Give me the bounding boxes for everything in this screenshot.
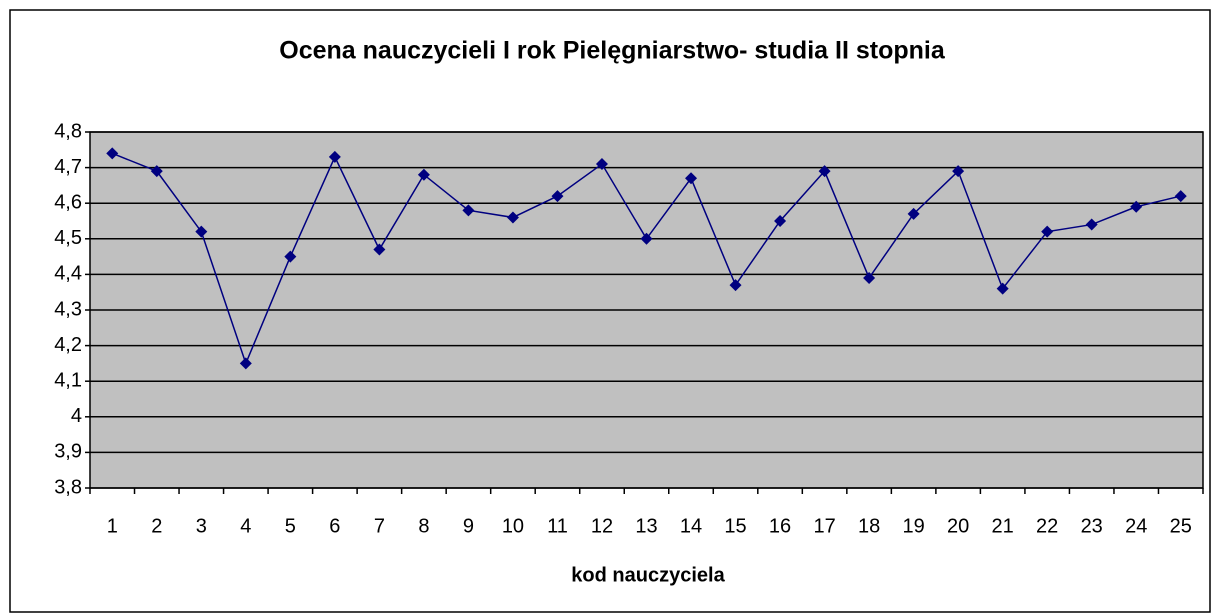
y-tick-label: 4,1 <box>54 369 82 391</box>
x-tick-label: 1 <box>107 515 118 537</box>
data-point <box>685 172 698 185</box>
x-tick-label: 13 <box>635 515 657 537</box>
x-tick-label: 21 <box>992 515 1014 537</box>
data-point <box>239 357 252 370</box>
x-tick-label: 14 <box>680 515 702 537</box>
y-tick-label: 4,5 <box>54 227 82 249</box>
data-point <box>774 215 787 227</box>
y-tick-label: 4,6 <box>54 191 82 213</box>
data-point <box>729 279 742 292</box>
x-tick-label: 10 <box>502 515 524 537</box>
y-tick-label: 4 <box>71 405 82 427</box>
y-tick-label: 4,3 <box>54 298 82 320</box>
data-point <box>373 243 386 256</box>
data-point <box>195 225 208 238</box>
x-tick-label: 8 <box>418 515 429 537</box>
data-point <box>551 190 564 203</box>
data-point <box>818 165 831 178</box>
data-point <box>1130 200 1143 213</box>
x-tick-label: 5 <box>285 515 296 537</box>
x-tick-label: 18 <box>858 515 880 537</box>
data-point <box>640 232 653 245</box>
data-point <box>863 271 876 284</box>
data-point <box>1041 225 1054 238</box>
y-tick-label: 4,4 <box>54 263 82 285</box>
x-tick-label: 12 <box>591 515 613 537</box>
x-tick-label: 3 <box>196 515 207 537</box>
data-point <box>996 282 1009 295</box>
x-tick-label: 22 <box>1036 515 1058 537</box>
x-axis-label: kod nauczyciela <box>571 564 725 586</box>
y-tick-label: 3,9 <box>54 441 82 463</box>
x-tick-label: 16 <box>769 515 791 537</box>
data-point <box>417 168 430 181</box>
y-tick-label: 4,2 <box>54 334 82 356</box>
data-point <box>595 158 608 171</box>
data-point <box>952 165 965 178</box>
data-point <box>506 211 519 224</box>
x-tick-label: 20 <box>947 515 969 537</box>
data-point <box>150 165 163 178</box>
y-tick-label: 4,7 <box>54 156 82 178</box>
y-tick-label: 3,8 <box>54 476 82 498</box>
data-point <box>284 250 297 263</box>
plot-border <box>89 131 1204 489</box>
x-tick-label: 9 <box>463 515 474 537</box>
x-tick-label: 7 <box>374 515 385 537</box>
data-point <box>328 150 341 163</box>
y-tick-label: 4,8 <box>54 120 82 142</box>
x-tick-label: 15 <box>724 515 746 537</box>
chart-title: Ocena nauczycieli I rok Pielęgniarstwo- … <box>279 37 946 65</box>
x-tick-label: 23 <box>1081 515 1103 537</box>
x-tick-label: 24 <box>1125 515 1147 537</box>
x-tick-label: 19 <box>902 515 924 537</box>
x-tick-label: 4 <box>240 515 251 537</box>
data-point <box>1085 218 1098 231</box>
data-point <box>907 207 920 220</box>
data-point <box>106 147 119 160</box>
data-point <box>1174 190 1187 203</box>
x-tick-label: 6 <box>329 515 340 537</box>
x-tick-label: 17 <box>813 515 835 537</box>
data-point <box>462 204 475 217</box>
x-tick-label: 25 <box>1170 515 1192 537</box>
x-tick-label: 11 <box>547 515 568 537</box>
x-tick-label: 2 <box>151 515 162 537</box>
